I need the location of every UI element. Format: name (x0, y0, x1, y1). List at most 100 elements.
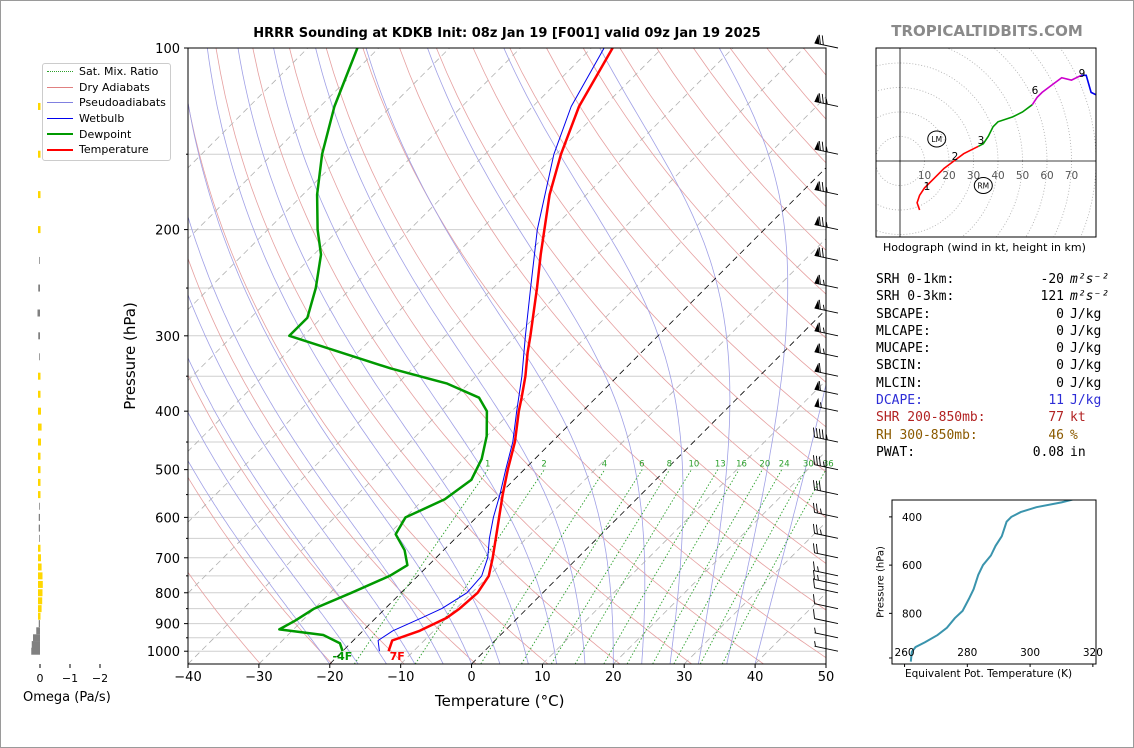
omega-bar (33, 634, 40, 642)
dry-adiabat (325, 48, 826, 659)
x-tick-label: 10 (534, 670, 551, 685)
legend-swatch (47, 118, 73, 120)
legend-item: Dry Adiabats (43, 80, 170, 96)
mixing-ratio-line (699, 469, 807, 664)
omega-bar (31, 641, 40, 649)
isotherm-line (258, 96, 826, 664)
isotherm-line (400, 238, 826, 664)
stat-unit: % (1070, 427, 1078, 443)
stat-label: SRH 0-3km: (876, 289, 955, 305)
x-tick-label: −20 (316, 670, 343, 685)
isotherm-line (683, 521, 826, 664)
wind-barb (814, 216, 839, 231)
storm-motion-marker (927, 130, 947, 148)
wind-barb (814, 140, 839, 155)
omega-bar (31, 647, 40, 655)
stat-unit: m²s⁻² (1070, 289, 1110, 305)
mixing-ratio-label: 4 (602, 460, 607, 470)
omega-bar (38, 150, 41, 158)
wind-barb (814, 641, 839, 652)
mixing-ratio-label: 6 (639, 460, 644, 470)
hodograph-ring-label: 30 (967, 170, 980, 182)
storm-motion-marker (973, 177, 993, 194)
y-tick-label: 100 (155, 42, 180, 57)
wind-barb (814, 247, 839, 261)
temperature-profile (387, 48, 614, 652)
legend-item: Temperature (43, 142, 170, 158)
dry-adiabat (509, 48, 826, 428)
omega-bar (38, 563, 42, 571)
isotherm-line (188, 48, 805, 664)
omega-bar (38, 605, 42, 613)
pseudoadiabat (427, 48, 646, 664)
thetae-frame (891, 499, 1097, 665)
stat-unit: J/kg (1070, 341, 1102, 357)
omega-bar (38, 407, 41, 415)
mixing-ratio-line (480, 469, 606, 664)
thetae-x-tick-label: 320 (1083, 647, 1103, 659)
stat-value: 121 (1040, 289, 1064, 305)
stat-label: SHR 200-850mb: (876, 410, 986, 426)
stat-value: -20 (1040, 272, 1064, 287)
hodograph-ring-label: 50 (1016, 170, 1029, 182)
stat-label: SBCAPE: (876, 306, 931, 322)
dry-adiabat (399, 48, 826, 564)
hodograph-trace-segment (1031, 74, 1082, 106)
wind-barb (814, 627, 839, 639)
thetae-x-tick-label: 280 (957, 647, 977, 659)
omega-bar (38, 524, 40, 532)
hodograph-ring-label: 20 (942, 170, 955, 182)
legend-label: Temperature (79, 143, 149, 157)
omega-bar (38, 544, 41, 552)
wind-barb (813, 609, 839, 625)
x-tick-label: 50 (818, 670, 835, 685)
omega-bar (39, 353, 40, 361)
omega-bar (37, 309, 40, 317)
dry-adiabat (188, 374, 405, 664)
omega-bar (38, 620, 40, 628)
omega-bar (39, 502, 40, 510)
dry-adiabat (215, 48, 621, 664)
omega-bar (38, 580, 43, 588)
legend-label: Dry Adiabats (79, 80, 150, 94)
mixing-ratio-line (626, 469, 740, 664)
omega-bar (38, 332, 40, 340)
omega-bar (38, 372, 41, 380)
legend-swatch (47, 148, 73, 151)
thetae-x-tick-label: 300 (1020, 647, 1040, 659)
y-tick-label: 600 (155, 511, 180, 526)
pseudoadiabat (188, 460, 331, 664)
thetae-y-tick-label: 800 (902, 608, 922, 620)
pseudoadiabat (188, 356, 387, 664)
dry-adiabat (472, 48, 826, 473)
stat-unit: kt (1070, 410, 1086, 426)
omega-tick-label: −1 (62, 672, 78, 685)
y-tick-label: 900 (155, 618, 180, 633)
pseudoadiabat (365, 48, 614, 664)
figure-title: HRRR Sounding at KDKB Init: 08z Jan 19 [… (253, 26, 761, 41)
isotherm-line (613, 450, 826, 664)
isotherm-line (188, 48, 521, 382)
hodograph-height-label: 6 (1032, 85, 1039, 97)
mixing-ratio-label: 8 (667, 460, 672, 470)
hodograph-plot-area: 10 20 30 40 50 60 70 1 2 3 6 9 LM RM (876, 48, 1096, 237)
skewt-legend: Sat. Mix. Ratio Dry Adiabats Pseudoadiabat… (42, 63, 171, 161)
thetae-y-tick-label: 400 (902, 512, 922, 524)
hodograph-trace-segment (916, 145, 979, 211)
y-tick-label: 800 (155, 587, 180, 602)
omega-bar (38, 597, 43, 605)
legend-swatch (47, 102, 73, 104)
mixing-ratio-label: 36 (823, 460, 834, 470)
mixing-ratio-label: 30 (803, 460, 814, 470)
wind-barb (813, 569, 839, 585)
hodograph-ring-label: 60 (1040, 170, 1053, 182)
dry-adiabat (252, 48, 692, 664)
storm-motion-label: LM (931, 135, 942, 144)
mixing-ratio-label: 10 (689, 460, 700, 470)
storm-motion-label: RM (977, 182, 989, 191)
isotherm-line (329, 167, 826, 664)
legend-label: Dewpoint (79, 127, 132, 141)
omega-bar (38, 513, 40, 521)
wind-barb (813, 561, 839, 577)
